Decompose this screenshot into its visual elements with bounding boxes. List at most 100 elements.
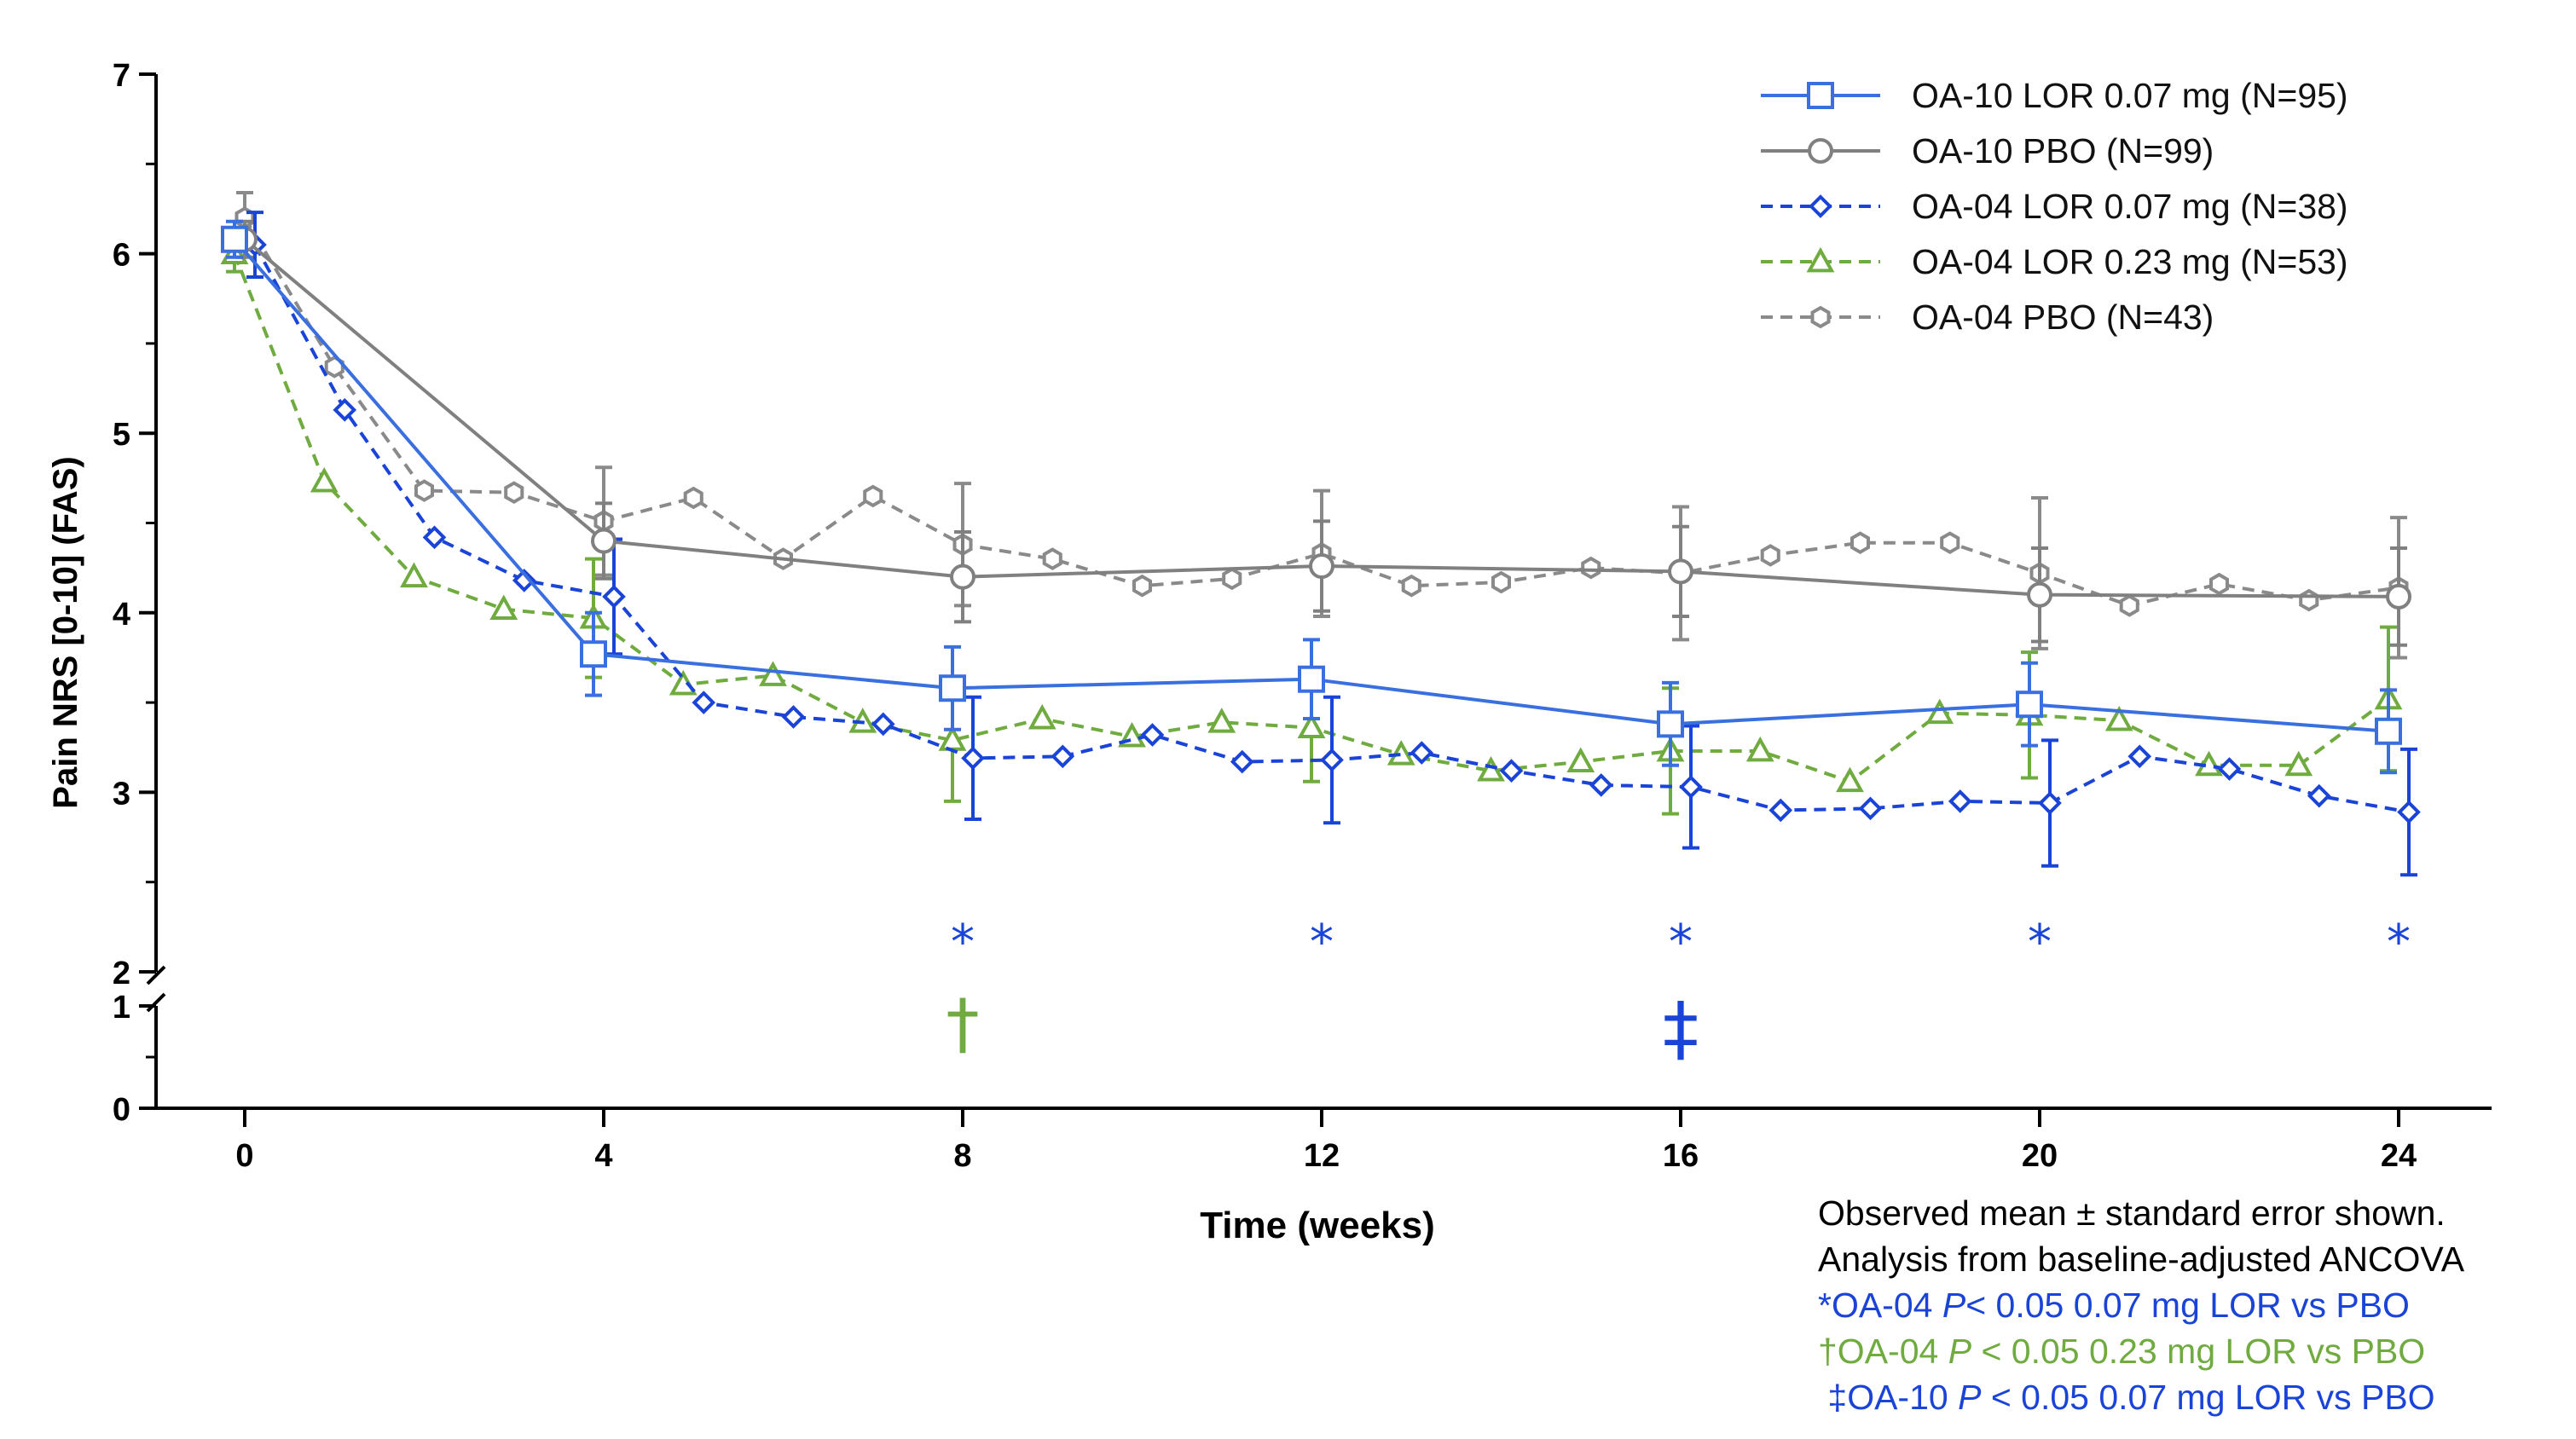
footnote-analysis: Analysis from baseline-adjusted ANCOVA — [1818, 1240, 2465, 1279]
data-point-diamond — [2127, 744, 2152, 769]
data-point-diamond — [2038, 791, 2062, 815]
data-point-circle — [1309, 553, 1334, 580]
footnote-dagger: †OA-04 P < 0.05 0.23 mg LOR vs PBO — [1818, 1328, 2464, 1374]
data-point-diamond — [1809, 194, 1832, 218]
data-point-diamond — [512, 569, 536, 592]
footnote-star-label: *OA-04 — [1818, 1286, 1942, 1325]
data-point-circle — [1808, 138, 1833, 164]
footnote-star-p: P — [1942, 1286, 1966, 1325]
axes: 0 12 3 4 5 6 7 0 4 8 12 16 20 24 — [113, 58, 2492, 1174]
data-point-diamond — [871, 712, 895, 737]
data-point-diamond — [1410, 741, 1434, 765]
data-point-square — [939, 674, 966, 702]
data-point-square — [221, 225, 248, 253]
data-point-diamond — [1679, 775, 1703, 799]
data-point-triangle — [759, 661, 787, 686]
significance-marker: ‡ — [1663, 986, 1699, 1070]
data-point-square — [1298, 665, 1325, 693]
data-point-hexagon — [504, 481, 524, 505]
data-point-diamond — [1230, 749, 1254, 774]
data-point-square — [2375, 717, 2402, 745]
data-point-triangle — [1745, 736, 1774, 762]
data-point-diamond — [333, 397, 357, 422]
data-point-square — [1807, 82, 1834, 109]
data-point-triangle — [310, 466, 339, 493]
data-point-diamond — [1948, 789, 1972, 813]
data-point-diamond — [1499, 759, 1524, 783]
data-point-diamond — [692, 691, 716, 714]
x-tick-label: 24 — [2381, 1138, 2417, 1174]
data-point-triangle — [400, 562, 428, 588]
data-point-diamond — [1768, 798, 1793, 823]
data-point-hexagon — [1222, 567, 1242, 591]
significance-markers: * * * * * † ‡ — [946, 915, 2411, 1070]
data-point-diamond — [1140, 723, 1165, 747]
x-tick-label: 16 — [1663, 1138, 1699, 1174]
data-point-diamond — [422, 525, 447, 550]
series-layer — [220, 190, 2421, 877]
significance-marker: * — [2028, 915, 2052, 970]
data-point-hexagon — [863, 484, 883, 508]
data-point-hexagon — [1940, 531, 1960, 555]
footnote-dagger-p: P — [1948, 1332, 1972, 1371]
data-point-circle — [591, 528, 617, 554]
legend-label: OA-10 LOR 0.07 mg (N=95) — [1912, 76, 2348, 115]
data-point-triangle — [1477, 756, 1505, 782]
data-point-diamond — [1858, 796, 1883, 821]
data-point-hexagon — [1810, 305, 1831, 329]
data-point-triangle — [2104, 706, 2133, 731]
x-tick-label: 0 — [235, 1138, 253, 1174]
data-point-diamond — [2217, 757, 2242, 781]
series-1 — [232, 219, 2411, 647]
axis-break-mark — [146, 965, 166, 1013]
footnote-dagger-text: < 0.05 0.23 mg LOR vs PBO — [1971, 1332, 2426, 1371]
legend-label: OA-04 LOR 0.07 mg (N=38) — [1912, 187, 2348, 226]
data-point-circle — [2027, 581, 2052, 608]
data-point-triangle — [2284, 750, 2313, 777]
significance-marker: * — [1310, 915, 1334, 970]
significance-marker: * — [1669, 915, 1693, 970]
y-tick-label: 3 — [113, 776, 130, 812]
data-point-triangle — [1028, 703, 1056, 730]
y-axis-label: Pain NRS [0-10] (FAS) — [47, 456, 84, 808]
data-point-triangle — [1836, 766, 1864, 793]
legend-label: OA-10 PBO (N=99) — [1912, 131, 2214, 170]
significance-marker: * — [2387, 915, 2411, 970]
data-point-circle — [2386, 583, 2411, 610]
x-tick-label: 8 — [953, 1138, 971, 1174]
data-point-diamond — [781, 705, 806, 729]
data-point-triangle — [1925, 698, 1954, 725]
data-point-square — [2016, 691, 2043, 719]
data-point-hexagon — [1042, 547, 1062, 570]
data-point-diamond — [1320, 748, 1344, 772]
data-point-hexagon — [1760, 544, 1780, 567]
y-tick-label: 2 — [113, 956, 130, 991]
legend: OA-10 LOR 0.07 mg (N=95) OA-10 PBO (N=99)… — [1761, 76, 2348, 337]
y-tick-label: 0 — [113, 1092, 130, 1128]
data-point-hexagon — [2119, 594, 2139, 617]
y-tick-label: 5 — [113, 417, 130, 453]
data-point-hexagon — [1850, 531, 1870, 555]
data-point-hexagon — [2299, 588, 2319, 612]
data-point-hexagon — [414, 479, 434, 502]
y-tick-label: 4 — [113, 597, 130, 633]
footnote-double-dagger: ‡OA-10 P < 0.05 0.07 mg LOR vs PBO — [1818, 1374, 2464, 1420]
y-tick-label: 7 — [113, 58, 130, 94]
data-point-hexagon — [683, 486, 703, 510]
x-tick-label: 20 — [2022, 1138, 2058, 1174]
data-point-hexagon — [1491, 570, 1511, 594]
data-point-triangle — [489, 594, 518, 620]
significance-marker: * — [951, 915, 975, 970]
data-point-square — [1657, 710, 1684, 738]
footnote-observed: Observed mean ± standard error shown. — [1818, 1193, 2446, 1233]
data-point-diamond — [2307, 783, 2331, 808]
data-point-triangle — [1566, 747, 1595, 772]
data-point-square — [580, 640, 607, 668]
data-point-diamond — [961, 746, 985, 771]
x-axis-label: Time (weeks) — [1200, 1205, 1435, 1246]
y-tick-label: 1 — [113, 990, 130, 1026]
y-tick-label: 6 — [113, 238, 130, 274]
significance-marker: † — [946, 986, 980, 1063]
data-point-circle — [950, 563, 975, 590]
